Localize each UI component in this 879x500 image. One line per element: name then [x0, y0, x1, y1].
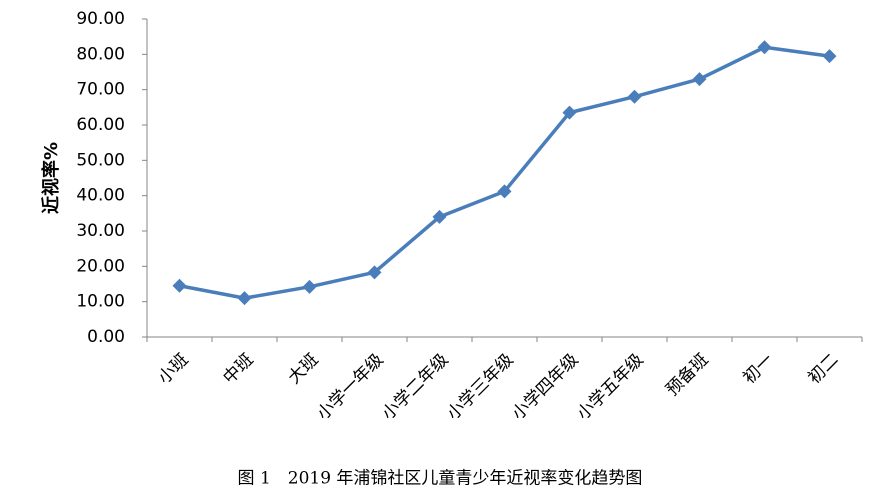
x-tick-label: 预备班 [662, 350, 712, 400]
x-tick-label: 小学一年级 [313, 350, 387, 424]
y-tick-label: 70.00 [76, 80, 125, 100]
x-tick-label: 小学四年级 [508, 350, 582, 424]
data-point [367, 265, 382, 280]
y-tick-label: 20.00 [76, 256, 125, 276]
x-tick-label: 初一 [739, 350, 777, 388]
data-point [497, 184, 512, 199]
y-tick-label: 0.00 [87, 327, 125, 347]
y-tick-label: 90.00 [76, 9, 125, 29]
data-point [172, 278, 187, 293]
data-point [692, 72, 707, 87]
data-line [179, 45, 830, 300]
y-tick-label: 80.00 [76, 44, 125, 64]
x-tick-label: 小学五年级 [573, 350, 647, 424]
data-point [627, 89, 642, 104]
y-tick-label: 10.00 [76, 292, 125, 312]
caption: 图 1 2019 年浦锦社区儿童青少年近视率变化趋势图 [238, 469, 643, 489]
x-tick-label: 小学三年级 [443, 350, 517, 424]
y-tick-label: 50.00 [76, 150, 125, 170]
x-tick-label: 小学二年级 [378, 350, 452, 424]
y-tick-label: 40.00 [76, 186, 125, 206]
x-tick-label: 中班 [219, 350, 257, 388]
data-point [432, 209, 447, 224]
x-tick-label: 大班 [284, 350, 322, 388]
data-point [302, 279, 317, 294]
y-tick-label: 30.00 [76, 221, 125, 241]
x-tick-label: 小班 [154, 350, 192, 388]
y-axis-title: 近视率% [40, 142, 62, 214]
y-tick-label: 60.00 [76, 115, 125, 135]
data-point [237, 291, 252, 306]
data-point [822, 49, 837, 64]
data-point [562, 105, 577, 120]
data-point [757, 40, 772, 55]
x-tick-label: 初二 [804, 350, 842, 388]
